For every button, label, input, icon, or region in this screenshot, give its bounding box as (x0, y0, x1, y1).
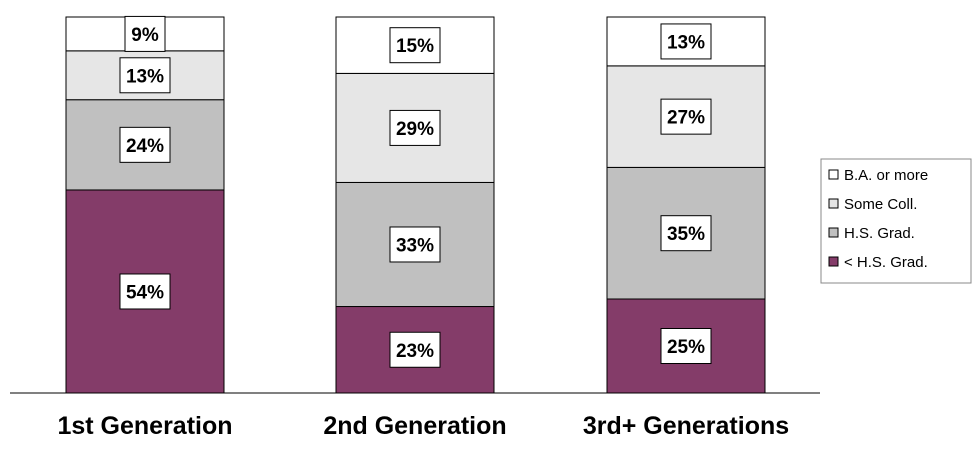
data-label: 27% (667, 108, 705, 129)
data-label: 29% (396, 119, 434, 140)
data-label-box (119, 57, 171, 94)
data-label-box (124, 15, 166, 52)
data-label-box (660, 328, 712, 364)
data-label: 35% (667, 224, 705, 245)
data-label-box (389, 27, 441, 64)
legend-frame (820, 158, 972, 284)
legend-entry-some-coll: Some Coll. (844, 196, 917, 213)
category-label: 1st Generation (57, 412, 232, 440)
data-label-box (660, 23, 712, 60)
legend-entry-h-s-grad: H.S. Grad. (844, 225, 915, 242)
data-label: 13% (667, 32, 705, 53)
legend-entry-h-s-grad: < H.S. Grad. (844, 254, 928, 271)
data-label-box (119, 273, 171, 310)
data-label-box (389, 109, 441, 146)
data-label-box (389, 226, 441, 263)
data-label-box (660, 98, 712, 135)
legend-swatch-some-coll (828, 198, 839, 209)
data-label: 13% (126, 66, 164, 87)
data-label: 15% (396, 36, 434, 57)
data-label: 25% (667, 337, 705, 358)
legend-entry-b-a-or-more: B.A. or more (844, 167, 928, 184)
category-labels-group: 1st Generation 2nd Generation 3rd+ Generat… (57, 412, 789, 440)
legend-swatch-h-s-grad (828, 256, 839, 267)
category-label: 3rd+ Generations (583, 412, 789, 440)
data-label: 23% (396, 341, 434, 362)
data-label: 33% (396, 235, 434, 256)
data-labels-group: 54% 24% 13% 9% 23% 33% 29% 15% 25% 35% 27% 13% (119, 15, 712, 368)
data-label-box (119, 126, 171, 163)
data-label: 54% (126, 282, 164, 303)
data-label: 24% (126, 136, 164, 157)
data-label-box (389, 331, 441, 368)
legend: B.A. or more Some Coll. H.S. Grad. < H.S. G… (820, 158, 972, 284)
legend-swatch-h-s-grad (828, 227, 839, 238)
data-label: 9% (131, 25, 159, 46)
category-label: 2nd Generation (323, 412, 506, 440)
legend-swatch-b-a-or-more (828, 169, 839, 180)
data-label-box (660, 215, 712, 252)
